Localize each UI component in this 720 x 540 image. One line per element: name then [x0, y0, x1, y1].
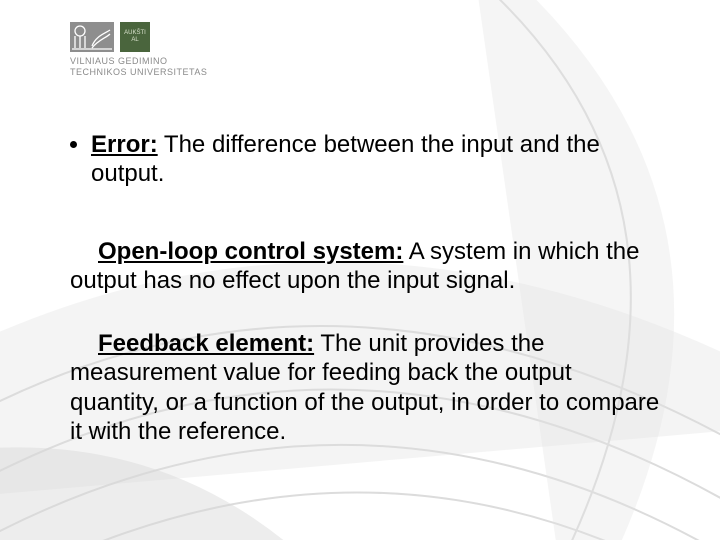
bullet-item-error: Error: The difference between the input …	[70, 130, 660, 189]
badge-text-top: AUKŠTI	[124, 30, 146, 37]
logo-line1: VILNIAUS GEDIMINO	[70, 56, 207, 67]
bullet-text: Error: The difference between the input …	[91, 130, 660, 189]
logo-columns-icon	[70, 22, 114, 52]
badge-text-bottom: AL	[131, 37, 138, 44]
term-feedback: Feedback element:	[98, 330, 314, 357]
logo-badge: AUKŠTI AL	[120, 22, 150, 52]
bullet-dot-icon	[70, 141, 77, 148]
term-error: Error:	[91, 131, 158, 158]
term-openloop: Open-loop control system:	[98, 238, 403, 265]
logo-line2: TECHNIKOS UNIVERSITETAS	[70, 67, 207, 78]
paragraph-openloop: Open-loop control system: A system in wh…	[70, 237, 660, 296]
slide-body: Error: The difference between the input …	[70, 130, 660, 446]
def-error: The difference between the input and the…	[91, 131, 600, 187]
university-logo: AUKŠTI AL VILNIAUS GEDIMINO TECHNIKOS UN…	[70, 22, 207, 79]
paragraph-feedback: Feedback element: The unit provides the …	[70, 329, 660, 446]
